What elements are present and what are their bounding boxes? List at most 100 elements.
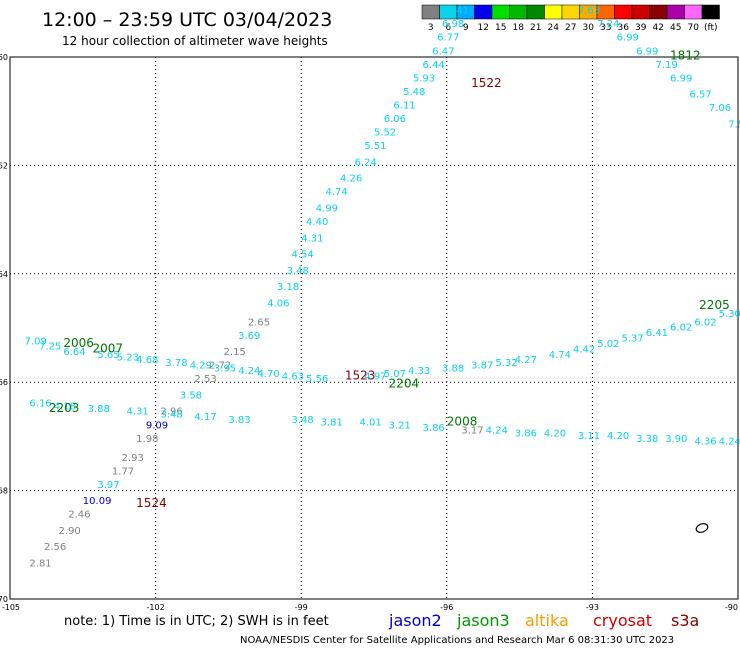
colorbar-label: 24 <box>548 23 560 33</box>
x-tick-label: -102 <box>147 603 165 612</box>
legend-altika: altika <box>525 611 569 630</box>
colorbar-label: 30 <box>583 23 595 33</box>
wave-height-value: 5.51 <box>364 141 386 152</box>
colorbar-swatch <box>544 4 563 20</box>
colorbar-swatch <box>474 4 493 20</box>
colorbar-swatch <box>701 4 720 20</box>
wave-height-value: 3.90 <box>665 434 687 445</box>
wave-height-value: 7.50 <box>728 119 740 130</box>
wave-height-value: 3.83 <box>228 415 250 426</box>
legend-jason3: jason3 <box>456 611 510 630</box>
wave-height-value: 2.93 <box>122 453 144 464</box>
wave-height-value: 2.53 <box>194 374 216 385</box>
colorbar-swatch <box>631 4 650 20</box>
x-tick-label: -93 <box>586 603 599 612</box>
colorbar-label: 70 <box>688 23 700 33</box>
wave-height-value: 3.69 <box>238 331 260 342</box>
colorbar-label: 27 <box>565 23 576 33</box>
wave-height-value: 3.78 <box>165 358 187 369</box>
wave-height-value: 3.88 <box>442 363 464 374</box>
wave-height-value: 6.24 <box>355 157 377 168</box>
wave-height-value: 7.09 <box>25 336 47 347</box>
y-tick-label: -66 <box>0 378 8 387</box>
pass-id-label: 2006 <box>63 336 94 350</box>
wave-height-value: 6.11 <box>393 100 415 111</box>
colorbar-label: 42 <box>653 23 664 33</box>
y-tick-label: -62 <box>0 161 8 170</box>
wave-height-value: 5.02 <box>597 339 619 350</box>
y-tick-label: -68 <box>0 487 8 496</box>
wave-height-value: 10.09 <box>83 496 112 507</box>
wave-height-value: 7.06 <box>709 103 731 114</box>
wave-height-value: 3.48 <box>287 266 309 277</box>
wave-height-value: 7.72 <box>452 0 474 3</box>
satellite-legend: jason2 jason3 altika cryosat s3a <box>388 611 699 630</box>
wave-height-value: 4.06 <box>267 298 289 309</box>
wave-height-value: 5.32 <box>495 358 517 369</box>
wave-height-value: 7.25 <box>39 342 61 353</box>
wave-height-value: 4.17 <box>194 412 216 423</box>
colorbar-swatch <box>666 4 685 20</box>
wave-height-value: 6.57 <box>689 90 711 101</box>
pass-id-label: 1522 <box>471 76 502 90</box>
pass-id-label: 2205 <box>699 298 730 312</box>
colorbar-swatch <box>421 4 440 20</box>
wave-height-value: 6.64 <box>63 347 85 358</box>
wave-height-value: 5.30 <box>719 309 740 320</box>
wave-height-value: 4.68 <box>136 355 158 366</box>
wave-height-value: 4.24 <box>486 426 508 437</box>
wave-height-value: 4.20 <box>607 431 629 442</box>
wave-height-value: 4.27 <box>515 355 537 366</box>
pass-id-label: 2008 <box>447 415 478 429</box>
colorbar-label: 3 <box>428 23 434 33</box>
wave-height-value: 7.19 <box>655 60 677 71</box>
colorbar-label: 18 <box>513 23 525 33</box>
wave-height-value: 4.70 <box>258 369 280 380</box>
wave-height-value: 2.56 <box>44 542 66 553</box>
wave-height-value: 2.96 <box>160 407 182 418</box>
wave-height-value: 5.65 <box>97 350 119 361</box>
wave-height-value: 2.90 <box>59 526 81 537</box>
y-tick-labels: -60 -62 -64 -66 -68 -70 <box>0 53 8 604</box>
x-tick-labels: -105 -102 -99 -96 -93 -90 <box>2 603 738 612</box>
wave-height-value: 6.02 <box>670 323 692 334</box>
wave-height-value: 4.33 <box>408 366 430 377</box>
colorbar-swatch <box>509 4 528 20</box>
wave-height-value: 4.01 <box>359 418 381 429</box>
wave-height-value: 4.26 <box>340 174 362 185</box>
wave-height-value: 4.24 <box>238 366 260 377</box>
wave-height-value: 7.41 <box>447 6 469 17</box>
colorbar-label: 21 <box>530 23 541 33</box>
x-tick-label: -105 <box>2 603 20 612</box>
wave-height-value: 4.18 <box>54 401 76 412</box>
colorbar-label: 45 <box>670 23 681 33</box>
legend-jason2: jason2 <box>388 611 442 630</box>
wave-height-value: 6.06 <box>384 114 406 125</box>
wave-height-value: 5.37 <box>622 334 644 345</box>
wave-height-value: 3.86 <box>515 428 537 439</box>
wave-height-value: 4.24 <box>719 437 740 448</box>
colorbar-swatch <box>649 4 668 20</box>
wave-height-value: 6.99 <box>670 73 692 84</box>
plot-frame <box>9 56 739 600</box>
wave-height-value: 4.40 <box>306 217 328 228</box>
colorbar-label: 33 <box>600 23 611 33</box>
wave-height-value: 2.72 <box>209 361 231 372</box>
wave-height-value: 6.02 <box>694 317 716 328</box>
footer-credit: NOAA/NESDIS Center for Satellite Applica… <box>240 635 674 646</box>
x-tick-label: -99 <box>295 603 308 612</box>
wave-height-value: 4.31 <box>301 233 323 244</box>
wave-height-value: 5.07 <box>384 369 406 380</box>
wave-height-value: 3.11 <box>578 431 600 442</box>
wave-height-value: 3.86 <box>423 423 445 434</box>
colorbar: 3 6 9 12 15 18 21 24 27 30 33 36 39 42 45 70 (ft) <box>421 4 720 33</box>
wave-height-value: 1.98 <box>136 434 158 445</box>
wave-height-value: 9.09 <box>146 420 168 431</box>
wave-height-value: 5.23 <box>117 353 139 364</box>
wave-height-value: 3.17 <box>461 426 483 437</box>
pass-id-label: 2204 <box>389 377 420 391</box>
colorbar-swatch <box>614 4 633 20</box>
wave-height-value: 3.18 <box>277 282 299 293</box>
wave-height-value: 2.15 <box>224 347 246 358</box>
